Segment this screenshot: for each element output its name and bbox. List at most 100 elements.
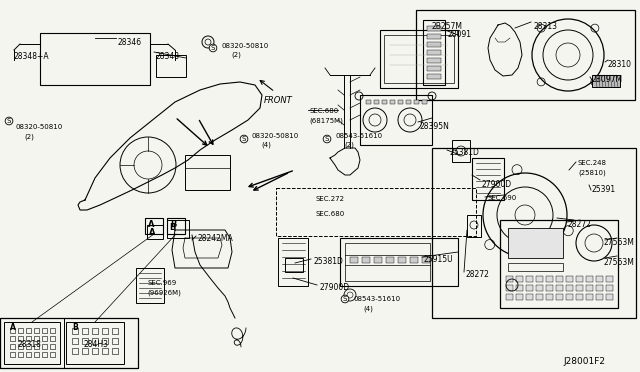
Text: SEC.248: SEC.248	[578, 160, 607, 166]
Bar	[10, 344, 15, 349]
Bar	[606, 285, 613, 291]
Bar	[4, 322, 60, 364]
Bar	[586, 276, 593, 282]
Bar	[92, 338, 98, 344]
Bar	[382, 100, 387, 104]
Text: 08320-50810: 08320-50810	[222, 43, 269, 49]
Text: 2B257M: 2B257M	[432, 22, 463, 31]
Text: S: S	[343, 296, 347, 302]
Bar	[566, 276, 573, 282]
Bar	[374, 100, 379, 104]
Bar	[516, 294, 523, 300]
Bar	[82, 328, 88, 334]
Bar	[566, 285, 573, 291]
Bar	[516, 285, 523, 291]
Bar	[102, 328, 108, 334]
Bar	[276, 188, 476, 236]
Bar	[427, 74, 441, 79]
Bar	[596, 294, 603, 300]
Bar	[506, 276, 513, 282]
Bar	[102, 338, 108, 344]
Bar	[112, 348, 118, 354]
Bar	[386, 257, 394, 263]
Bar	[10, 336, 15, 341]
Text: 28242MA: 28242MA	[198, 234, 234, 243]
Bar	[10, 352, 15, 357]
Bar	[596, 276, 603, 282]
Text: S: S	[211, 45, 215, 51]
Text: (4): (4)	[363, 305, 373, 311]
Text: (4): (4)	[261, 142, 271, 148]
Bar	[596, 285, 603, 291]
Text: B: B	[170, 220, 177, 229]
Bar	[42, 352, 47, 357]
Bar	[278, 238, 308, 286]
Bar	[360, 95, 432, 145]
Bar	[414, 100, 419, 104]
Bar	[526, 276, 533, 282]
Bar	[508, 228, 563, 258]
Bar	[432, 148, 636, 318]
Bar	[72, 328, 78, 334]
Bar	[66, 322, 124, 364]
Bar	[18, 344, 23, 349]
Bar	[72, 348, 78, 354]
Bar	[556, 276, 563, 282]
Bar	[82, 338, 88, 344]
Bar	[427, 26, 441, 31]
Bar	[472, 158, 504, 200]
Text: SEC.680: SEC.680	[310, 108, 339, 114]
Bar	[92, 348, 98, 354]
Bar	[34, 328, 39, 333]
Bar	[576, 285, 583, 291]
Text: 08320-50810: 08320-50810	[252, 133, 300, 139]
Bar	[145, 218, 163, 234]
Bar	[50, 328, 55, 333]
Bar	[606, 276, 613, 282]
Text: S: S	[242, 136, 246, 142]
Bar	[366, 100, 371, 104]
Text: 27563M: 27563M	[604, 258, 635, 267]
Bar	[185, 155, 230, 190]
Text: A: A	[148, 220, 154, 229]
Text: 28395N: 28395N	[420, 122, 450, 131]
Bar	[427, 42, 441, 47]
Text: SEC.969: SEC.969	[147, 280, 176, 286]
Bar	[380, 30, 458, 88]
Bar	[566, 294, 573, 300]
Bar	[398, 257, 406, 263]
Bar	[112, 338, 118, 344]
Bar	[592, 75, 620, 87]
Text: SEC.690: SEC.690	[487, 195, 516, 201]
Text: 25381D: 25381D	[313, 257, 343, 266]
Bar	[167, 218, 185, 234]
Bar	[506, 285, 513, 291]
Text: B: B	[169, 223, 175, 232]
Bar	[26, 336, 31, 341]
Text: 28272: 28272	[567, 220, 591, 229]
Bar	[50, 336, 55, 341]
Bar	[416, 10, 635, 100]
Bar	[423, 20, 445, 85]
Text: 28091: 28091	[447, 30, 471, 39]
Text: (25810): (25810)	[578, 170, 605, 176]
Bar	[285, 258, 303, 272]
Bar	[576, 294, 583, 300]
Bar	[508, 263, 563, 271]
Text: (2): (2)	[231, 52, 241, 58]
Text: 08320-50810: 08320-50810	[15, 124, 62, 130]
Text: 25391: 25391	[591, 185, 615, 194]
Bar	[112, 328, 118, 334]
Bar	[536, 285, 543, 291]
Text: 27563M: 27563M	[604, 238, 635, 247]
Bar	[427, 66, 441, 71]
Bar	[452, 140, 470, 162]
Text: (68175M): (68175M)	[309, 117, 343, 124]
Bar	[34, 344, 39, 349]
Bar	[606, 294, 613, 300]
Bar	[18, 336, 23, 341]
Bar	[406, 100, 411, 104]
Bar	[467, 215, 481, 237]
Text: 28318: 28318	[18, 340, 42, 349]
Bar	[92, 328, 98, 334]
